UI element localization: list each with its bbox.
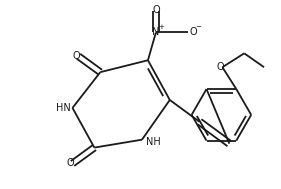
Text: O: O [152, 5, 160, 15]
Text: N: N [152, 27, 160, 37]
Text: O: O [73, 51, 80, 61]
Text: O: O [190, 27, 197, 37]
Text: HN: HN [56, 103, 71, 113]
Text: O: O [67, 159, 74, 168]
Text: NH: NH [146, 137, 161, 147]
Text: +: + [158, 25, 164, 30]
Text: −: − [196, 25, 201, 30]
Text: O: O [217, 62, 224, 72]
